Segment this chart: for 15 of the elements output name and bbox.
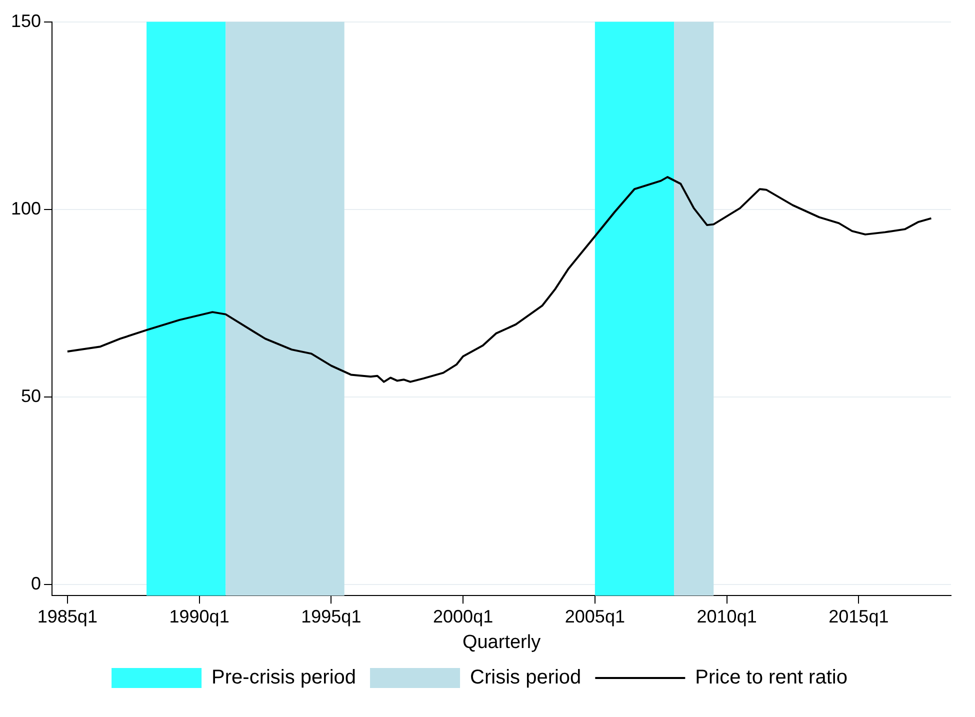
x-tick-label: 2015q1 [828, 606, 889, 626]
x-tick-label: 1985q1 [37, 606, 98, 626]
y-tick-label: 150 [10, 10, 42, 31]
x-tick-label: 2010q1 [696, 606, 757, 626]
x-tick-label: 1995q1 [301, 606, 362, 626]
legend-label: Price to rent ratio [695, 666, 848, 689]
x-axis-title: Quarterly [462, 632, 542, 653]
legend-label: Pre-crisis period [212, 666, 356, 689]
x-tick-label: 2000q1 [433, 606, 494, 626]
legend-label: Crisis period [470, 666, 582, 689]
y-tick-label: 0 [31, 573, 42, 594]
x-tick-label: 1990q1 [169, 606, 230, 626]
y-tick-label: 100 [10, 198, 42, 218]
x-tick-label: 2005q1 [564, 606, 625, 626]
y-tick-label: 50 [21, 386, 42, 406]
